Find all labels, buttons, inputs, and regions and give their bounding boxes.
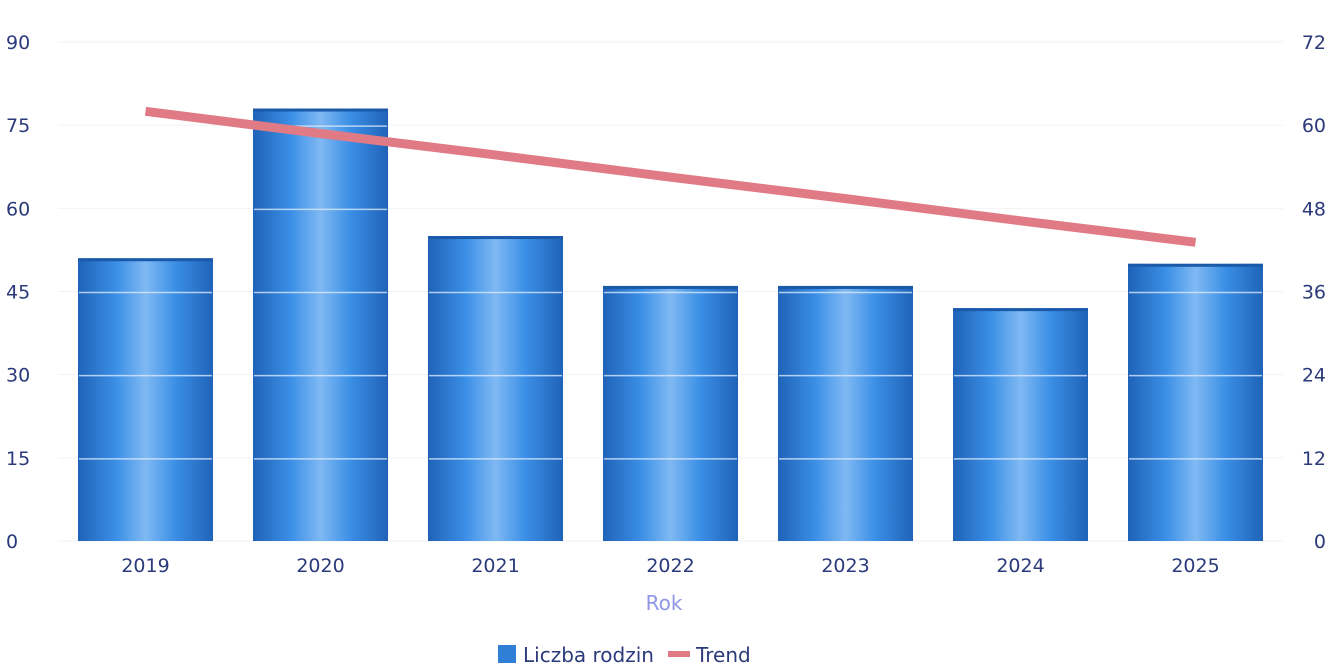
right-tick-label: 0 bbox=[1314, 531, 1326, 553]
bar-2019-cap bbox=[78, 258, 213, 262]
x-tick-2021: 2021 bbox=[471, 555, 519, 577]
x-tick-2025: 2025 bbox=[1171, 555, 1219, 577]
bar-2021 bbox=[428, 236, 563, 542]
legend-swatch-bars bbox=[498, 645, 516, 663]
bar-2023 bbox=[778, 285, 913, 541]
bar-2019 bbox=[78, 258, 213, 541]
bar-2022 bbox=[603, 285, 738, 541]
right-tick-label: 48 bbox=[1302, 198, 1326, 220]
legend-swatch-trend bbox=[668, 651, 690, 657]
left-axis-ticks: 0 15 30 45 60 75 90 bbox=[6, 32, 30, 553]
legend-label-bars: Liczba rodzin bbox=[523, 643, 654, 667]
right-axis-ticks: 0 12 24 36 48 60 72 bbox=[1302, 32, 1326, 553]
bar-2024-cap bbox=[953, 308, 1088, 312]
right-tick-label: 72 bbox=[1302, 32, 1326, 54]
bar-2024-body bbox=[953, 308, 1088, 541]
x-tick-2019: 2019 bbox=[121, 555, 169, 577]
x-tick-2024: 2024 bbox=[996, 555, 1044, 577]
bar-2021-body bbox=[428, 236, 563, 542]
bar-2025 bbox=[1128, 263, 1263, 541]
left-tick-label: 75 bbox=[6, 115, 30, 137]
x-tick-2020: 2020 bbox=[296, 555, 344, 577]
left-tick-label: 90 bbox=[6, 32, 30, 54]
bar-2022-cap bbox=[603, 285, 738, 289]
right-tick-label: 24 bbox=[1302, 365, 1326, 387]
bar-2020-cap bbox=[253, 108, 388, 112]
right-tick-label: 12 bbox=[1302, 448, 1326, 470]
bar-series bbox=[78, 108, 1263, 542]
trend-line bbox=[144, 106, 1197, 247]
left-tick-label: 45 bbox=[6, 282, 30, 304]
trend-series bbox=[144, 106, 1197, 247]
x-axis-ticks: 2019 2020 2021 2022 2023 2024 2025 bbox=[121, 555, 1219, 577]
left-tick-label: 30 bbox=[6, 365, 30, 387]
bar-2019-body bbox=[78, 258, 213, 541]
bar-2024 bbox=[953, 308, 1088, 541]
legend-label-trend: Trend bbox=[695, 643, 751, 667]
x-tick-2023: 2023 bbox=[821, 555, 869, 577]
bar-2020-body bbox=[253, 108, 388, 542]
bar-2025-body bbox=[1128, 263, 1263, 541]
left-tick-label: 15 bbox=[6, 448, 30, 470]
right-tick-label: 36 bbox=[1302, 282, 1326, 304]
x-axis-title: Rok bbox=[646, 591, 683, 615]
bar-2021-cap bbox=[428, 236, 563, 240]
bar-2023-cap bbox=[778, 285, 913, 289]
x-tick-2022: 2022 bbox=[646, 555, 694, 577]
bar-2020 bbox=[253, 108, 388, 542]
left-tick-label: 0 bbox=[6, 531, 18, 553]
bar-2022-body bbox=[603, 285, 738, 541]
right-tick-label: 60 bbox=[1302, 115, 1326, 137]
legend: Liczba rodzin Trend bbox=[498, 643, 751, 667]
bar-2025-cap bbox=[1128, 263, 1263, 267]
left-tick-label: 60 bbox=[6, 198, 30, 220]
bar-2023-body bbox=[778, 285, 913, 541]
